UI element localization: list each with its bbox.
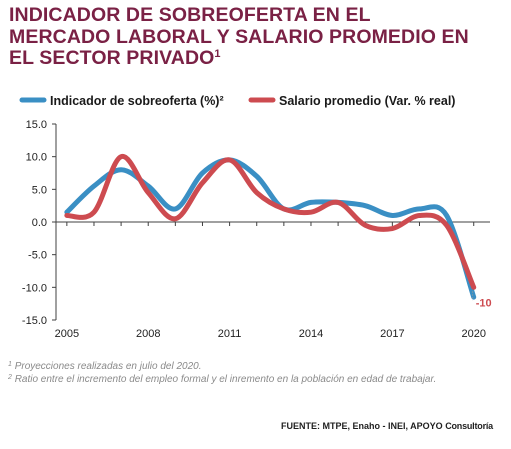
legend-label-2: Salario promedio (Var. % real) — [279, 94, 455, 108]
source-suffix: Consultoría — [445, 421, 493, 431]
y-tick-label: 15.0 — [26, 119, 47, 131]
annotation-label: -10 — [476, 297, 492, 309]
y-tick-label: -10.0 — [22, 282, 47, 294]
chart-axes: 15.0 10.0 5.0 0.0 -5.0 -10.0 -15.0 2005 2008 2011… — [22, 119, 490, 340]
source-label: FUENTE: MTPE, Enaho - INEI, APOYO — [280, 421, 443, 431]
footnotes: 1 Proyecciones realizadas en julio del 2… — [8, 360, 503, 386]
x-tick-label: 2017 — [380, 328, 404, 340]
legend-label-1: Indicador de sobreoferta (%)² — [50, 94, 224, 108]
footnote-2: 2 Ratio entre el incremento del empleo f… — [8, 373, 503, 386]
x-tick-label: 2014 — [299, 328, 323, 340]
footnote-1-marker: 1 — [8, 361, 12, 368]
x-tick-label: 2008 — [136, 328, 160, 340]
series-line-2 — [64, 154, 477, 290]
y-tick-label: -5.0 — [28, 250, 47, 262]
series-line-1 — [64, 157, 477, 300]
chart-title: INDICADOR DE SOBREOFERTA EN EL MERCADO L… — [9, 4, 504, 70]
title-line-2: MERCADO LABORAL Y SALARIO PROMEDIO EN — [9, 25, 469, 48]
y-tick-label: -15.0 — [22, 315, 47, 327]
x-tick-label: 2011 — [218, 328, 242, 340]
title-line-3: EL SECTOR PRIVADO1 — [9, 47, 504, 70]
y-tick-label: 0.0 — [32, 217, 47, 229]
y-tick-label: 5.0 — [32, 184, 47, 196]
footnote-2-marker: 2 — [8, 374, 12, 381]
title-footnote-marker: 1 — [214, 48, 221, 60]
footnote-1: 1 Proyecciones realizadas en julio del 2… — [8, 360, 503, 373]
y-tick-label: 10.0 — [26, 152, 47, 164]
footnote-2-text: Ratio entre el incremento del empleo for… — [14, 374, 437, 385]
title-line-3-text: EL SECTOR PRIVADO — [9, 47, 215, 69]
chart-legend: Indicador de sobreoferta (%)² Salario pro… — [19, 94, 455, 108]
chart-annotations: -10 — [472, 291, 492, 309]
line-chart: Indicador de sobreoferta (%)² Salario pro… — [19, 94, 492, 340]
x-tick-label: 2005 — [55, 328, 79, 340]
title-line-1: INDICADOR DE SOBREOFERTA EN EL — [9, 4, 371, 26]
chart-series — [64, 154, 477, 300]
x-tick-label: 2020 — [461, 328, 485, 340]
source-credit: FUENTE: MTPE, Enaho - INEI, APOYO Consul… — [281, 421, 493, 431]
footnote-1-text: Proyecciones realizadas en julio del 202… — [14, 361, 202, 372]
